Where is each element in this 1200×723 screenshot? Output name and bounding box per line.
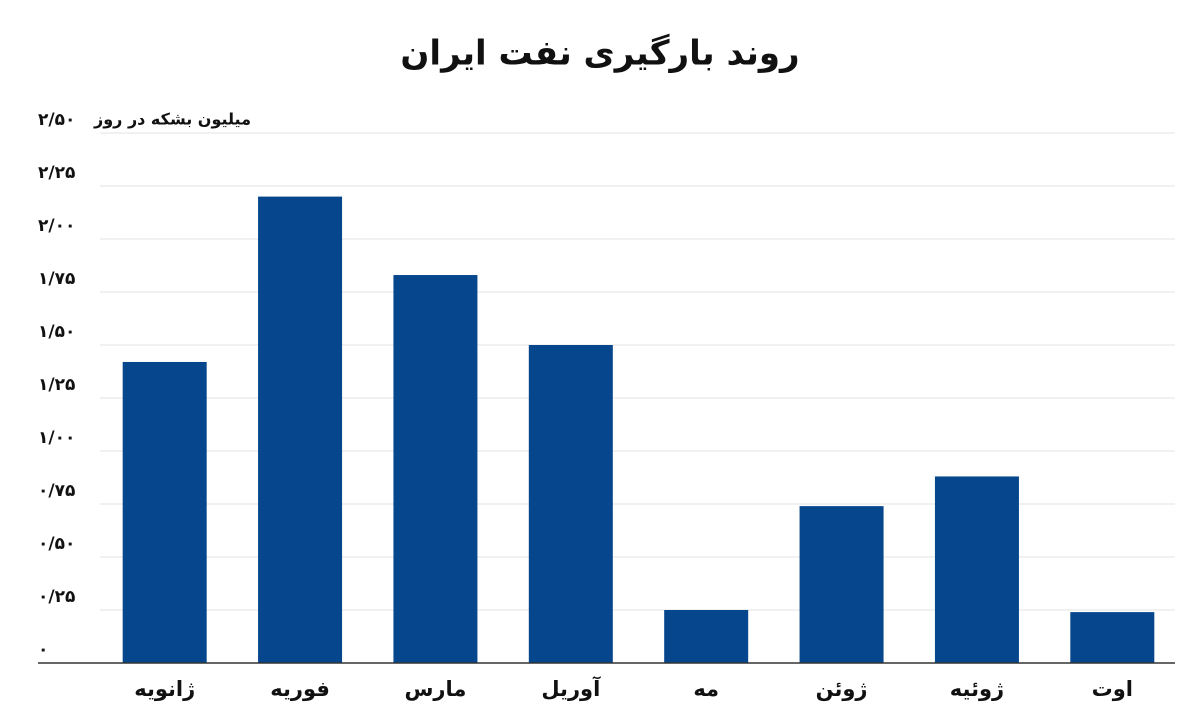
bar: [528, 345, 613, 663]
y-tick-label: ۱/۲۵: [38, 375, 75, 395]
bar: [664, 610, 749, 663]
bar: [934, 476, 1019, 663]
y-tick-label: ۲/۵۰: [38, 110, 75, 130]
x-tick-label: مارس: [404, 677, 466, 701]
y-tick-label: ۲/۲۵: [38, 163, 75, 183]
y-tick-label: ۱/۵۰: [38, 322, 75, 342]
bar: [1070, 612, 1155, 663]
bar: [799, 506, 884, 663]
x-tick-label: اوت: [1092, 677, 1133, 701]
y-tick-label: ۲/۰۰: [38, 216, 75, 236]
x-tick-label: ژوئن: [816, 677, 868, 701]
y-tick-label: ۱/۰۰: [38, 428, 75, 448]
y-tick-label: ۱/۷۵: [38, 269, 75, 289]
x-tick-label: ژوئیه: [950, 677, 1004, 701]
bar: [258, 196, 343, 663]
bar: [393, 275, 478, 663]
x-tick-label: فوریه: [270, 677, 330, 701]
y-tick-label: ۰/۲۵: [38, 587, 75, 607]
bar: [122, 361, 207, 663]
y-tick-label: ۰/۷۵: [38, 481, 75, 501]
chart-title: روند بارگیری نفت ایران: [400, 34, 799, 74]
y-tick-label: ۰: [38, 640, 48, 660]
x-tick-label: مه: [693, 677, 719, 701]
y-tick-label: ۰/۵۰: [38, 534, 75, 554]
x-tick-label: ژانویه: [134, 677, 195, 701]
x-tick-label: آوریل: [541, 676, 601, 701]
y-axis-label: میلیون بشکه در روز: [93, 110, 251, 129]
